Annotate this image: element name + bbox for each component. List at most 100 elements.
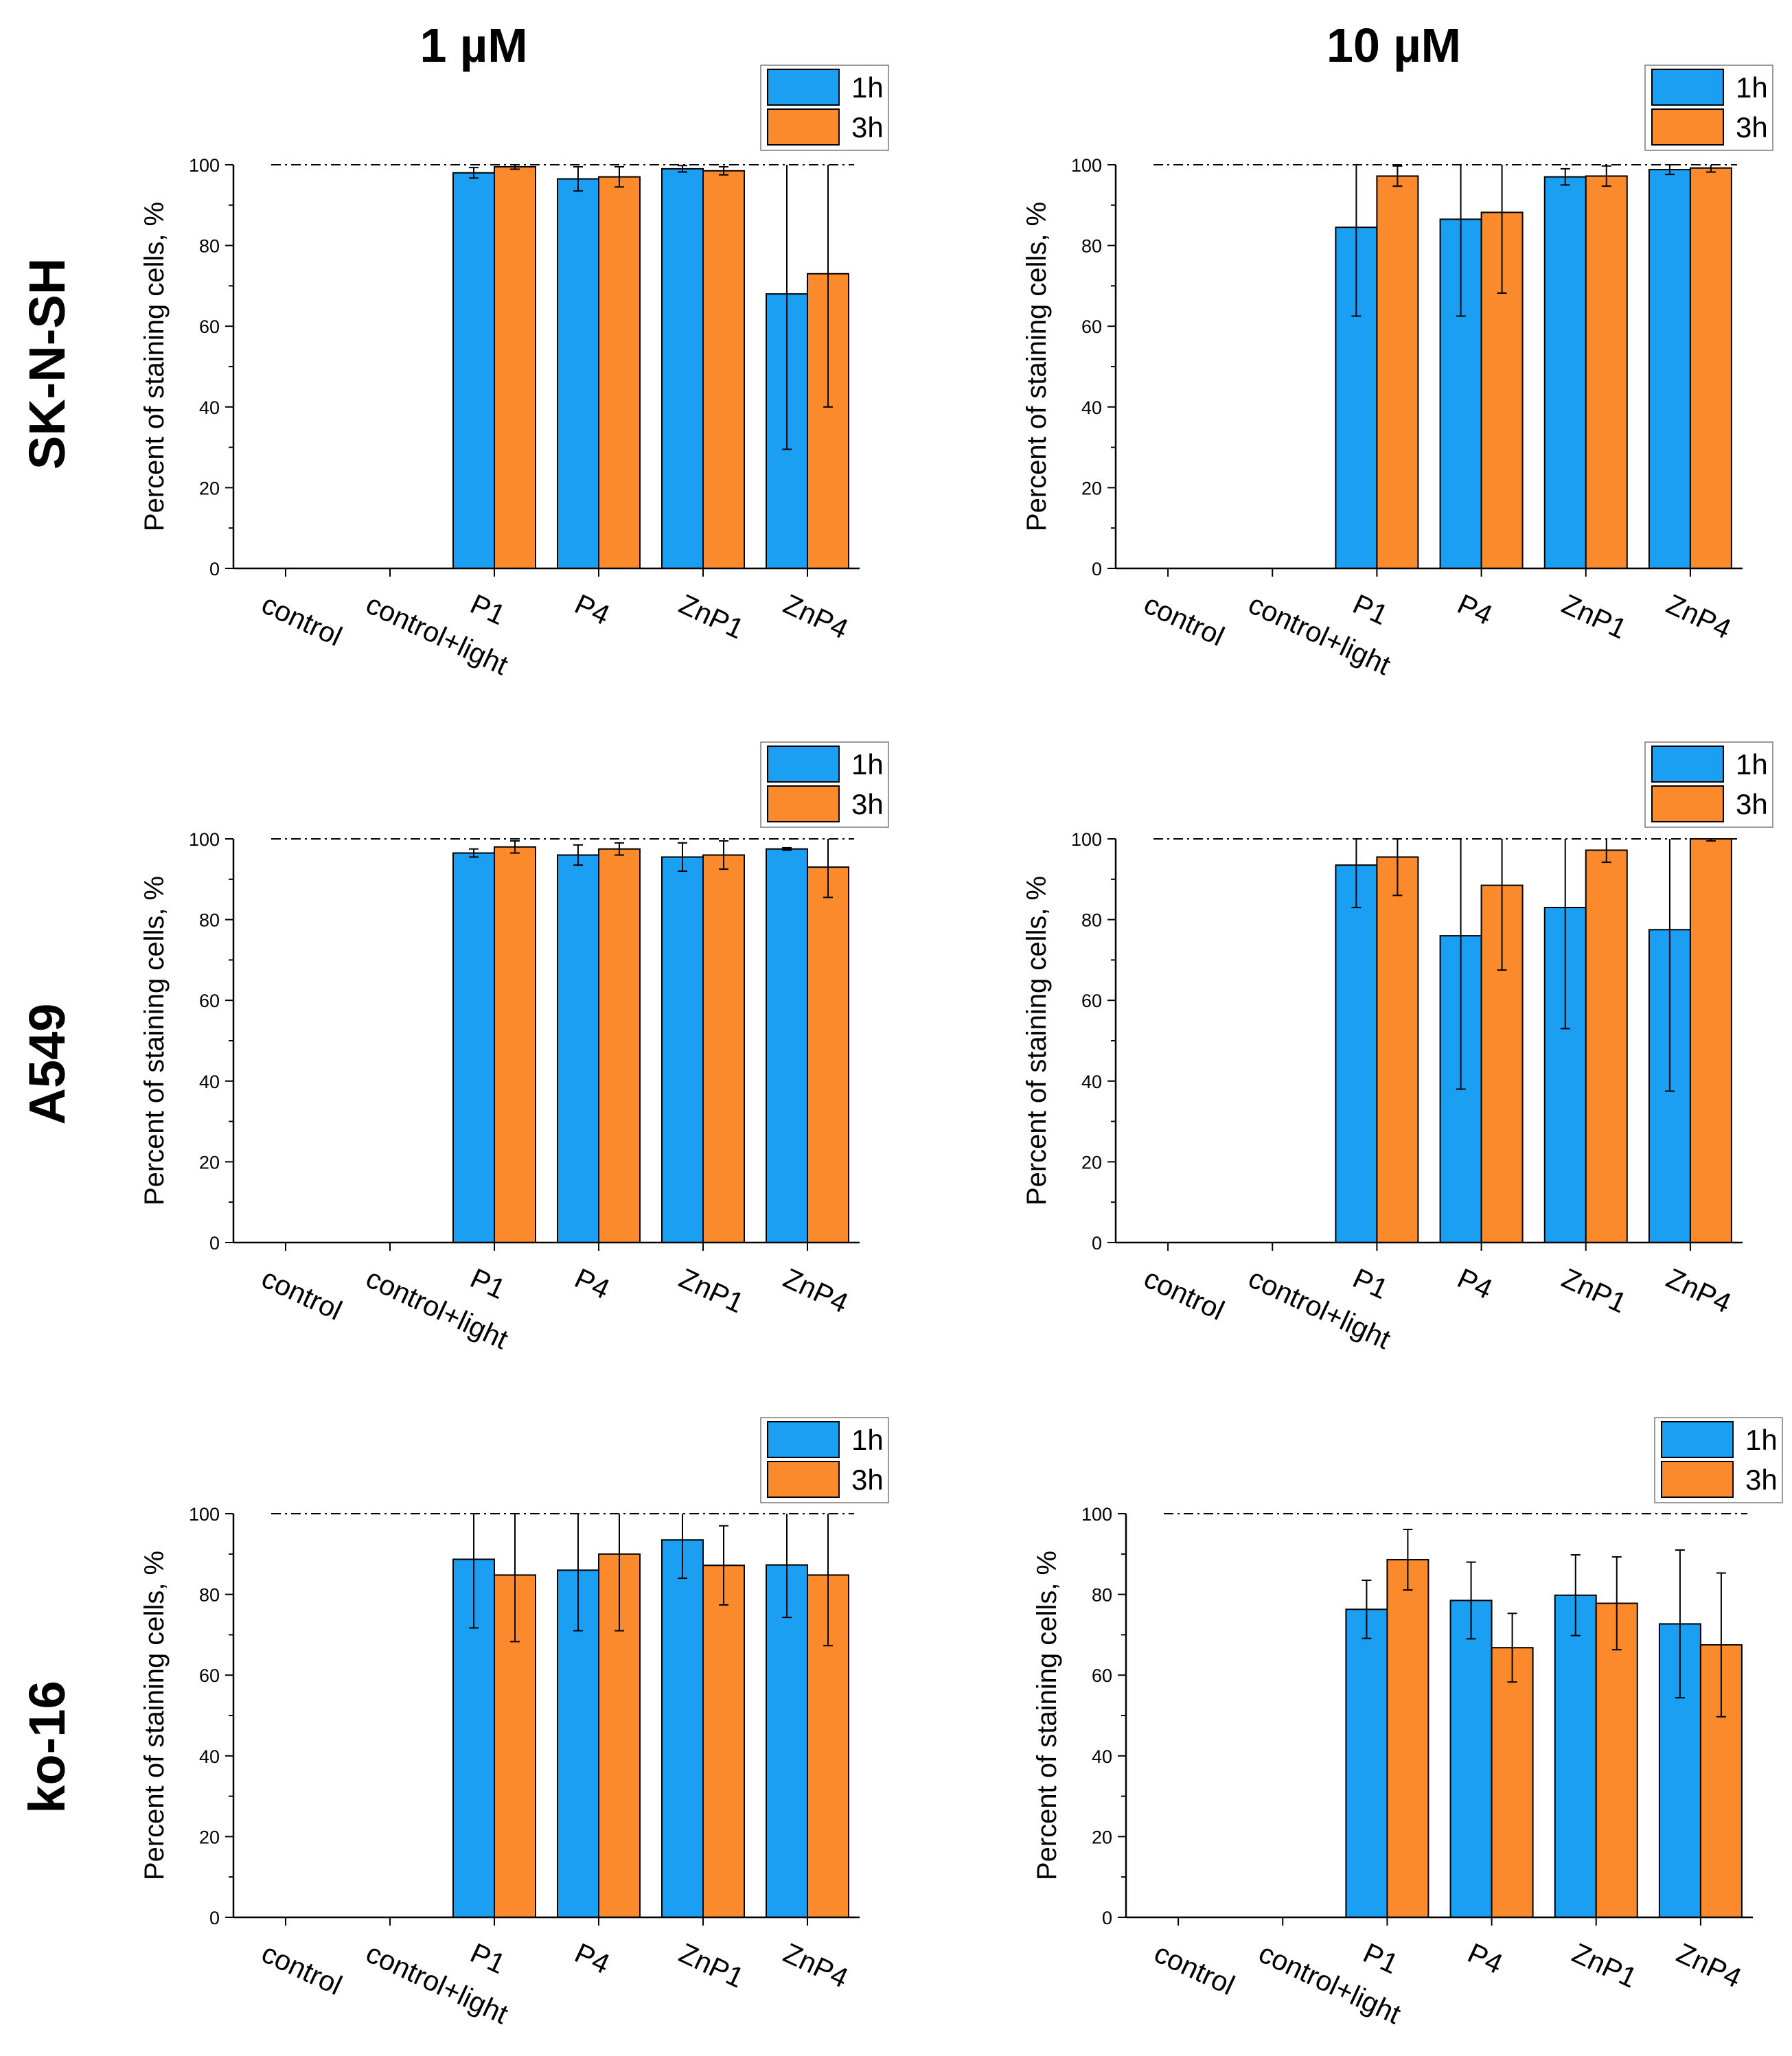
y-tick-label: 60 <box>1081 991 1102 1011</box>
legend-swatch-1h <box>767 1421 840 1458</box>
bar-1h-p1 <box>452 172 495 569</box>
bar-3h-p4 <box>598 176 641 569</box>
row-label-a549: A549 <box>19 1004 76 1125</box>
bar-1h-znp1 <box>661 168 704 569</box>
y-axis-label: Percent of staining cells, % <box>1022 876 1052 1205</box>
y-tick-label: 0 <box>1092 559 1102 579</box>
legend-swatch-1h <box>1661 1421 1734 1458</box>
bar-3h-p1 <box>494 165 536 569</box>
bar-1h-znp1 <box>661 856 704 1243</box>
bar-3h-znp4 <box>1689 838 1732 1243</box>
y-tick-label: 100 <box>1081 1504 1112 1525</box>
y-tick-label: 60 <box>199 991 220 1011</box>
y-tick-label: 20 <box>199 1827 220 1847</box>
y-tick-label: 0 <box>209 1908 220 1928</box>
bar-3h-p4 <box>1491 1647 1534 1919</box>
y-axis-label: Percent of staining cells, % <box>139 1551 170 1880</box>
row-label-ko-16: ko-16 <box>19 1680 76 1813</box>
bar-3h-znp4 <box>1689 167 1732 570</box>
bar-3h-p1 <box>1386 1559 1429 1918</box>
legend-label-3h: 3h <box>851 788 884 820</box>
legend-swatch-3h <box>767 1461 840 1498</box>
legend-swatch-1h <box>1651 69 1724 106</box>
legend-label-3h: 3h <box>1736 788 1768 820</box>
y-tick-label: 40 <box>1081 1072 1102 1092</box>
bar-1h-znp1 <box>661 1539 704 1918</box>
y-tick-label: 40 <box>199 397 220 418</box>
legend-swatch-3h <box>767 108 840 146</box>
y-tick-label: 80 <box>1081 236 1102 257</box>
bar-3h-znp1 <box>1595 1602 1638 1918</box>
y-tick-label: 20 <box>199 478 220 498</box>
y-tick-label: 80 <box>199 910 220 931</box>
bar-3h-znp4 <box>807 866 849 1244</box>
legend-label-1h: 1h <box>1745 1424 1778 1456</box>
bar-1h-p1 <box>1345 1608 1388 1918</box>
legend-swatch-3h <box>1651 108 1724 146</box>
legend-swatch-3h <box>767 785 840 822</box>
bar-3h-p1 <box>494 846 536 1243</box>
legend-label-1h: 1h <box>851 71 884 104</box>
y-tick-label: 20 <box>1081 1152 1102 1173</box>
legend-swatch-1h <box>767 69 840 106</box>
bar-1h-znp4 <box>1648 169 1691 569</box>
bar-1h-p1 <box>1335 864 1378 1243</box>
bar-3h-znp1 <box>702 1564 745 1918</box>
bar-1h-p4 <box>557 854 599 1243</box>
bar-3h-znp1 <box>1585 849 1628 1243</box>
legend-label-1h: 1h <box>1736 71 1768 104</box>
y-tick-label: 80 <box>1081 910 1102 931</box>
y-tick-label: 20 <box>1092 1827 1112 1847</box>
bar-1h-znp4 <box>766 848 808 1243</box>
y-tick-label: 40 <box>199 1072 220 1092</box>
legend-swatch-3h <box>1651 785 1724 822</box>
y-tick-label: 80 <box>1092 1585 1112 1606</box>
y-tick-label: 100 <box>189 155 220 176</box>
bar-1h-znp1 <box>1543 176 1587 569</box>
legend-label-3h: 3h <box>1736 111 1768 143</box>
column-title-10uM: 10 µM <box>1326 19 1461 72</box>
y-tick-label: 40 <box>1081 397 1102 418</box>
bar-1h-p4 <box>1449 1599 1493 1918</box>
legend-label-3h: 3h <box>851 1464 884 1496</box>
bar-1h-p1 <box>452 852 495 1243</box>
y-tick-label: 20 <box>199 1152 220 1173</box>
y-tick-label: 60 <box>199 1665 220 1686</box>
bar-3h-znp1 <box>702 170 745 569</box>
row-label-sk-n-sh: SK-N-SH <box>19 258 76 470</box>
y-tick-label: 0 <box>1092 1233 1102 1254</box>
legend-label-1h: 1h <box>851 748 884 781</box>
y-tick-label: 0 <box>209 1233 220 1254</box>
bar-3h-znp1 <box>1585 175 1628 569</box>
y-tick-label: 20 <box>1081 478 1102 498</box>
y-tick-label: 100 <box>189 829 220 850</box>
legend-swatch-1h <box>767 746 840 783</box>
y-tick-label: 0 <box>209 559 220 579</box>
y-axis-label: Percent of staining cells, % <box>1032 1551 1062 1880</box>
bar-3h-p1 <box>1376 175 1419 569</box>
y-tick-label: 60 <box>1092 1665 1112 1686</box>
y-tick-label: 40 <box>199 1746 220 1767</box>
bar-3h-p4 <box>598 848 641 1243</box>
y-axis-label: Percent of staining cells, % <box>1022 202 1052 531</box>
bar-3h-p1 <box>1376 856 1419 1243</box>
legend-label-3h: 3h <box>1745 1464 1778 1496</box>
y-axis-label: Percent of staining cells, % <box>139 876 170 1205</box>
bar-1h-p4 <box>557 178 599 569</box>
y-tick-label: 0 <box>1102 1908 1112 1928</box>
y-tick-label: 80 <box>199 1585 220 1606</box>
y-axis-label: Percent of staining cells, % <box>139 202 170 531</box>
y-tick-label: 100 <box>1071 155 1102 176</box>
bar-3h-znp1 <box>702 854 745 1243</box>
y-tick-label: 80 <box>199 236 220 257</box>
bar-1h-znp1 <box>1554 1594 1597 1918</box>
